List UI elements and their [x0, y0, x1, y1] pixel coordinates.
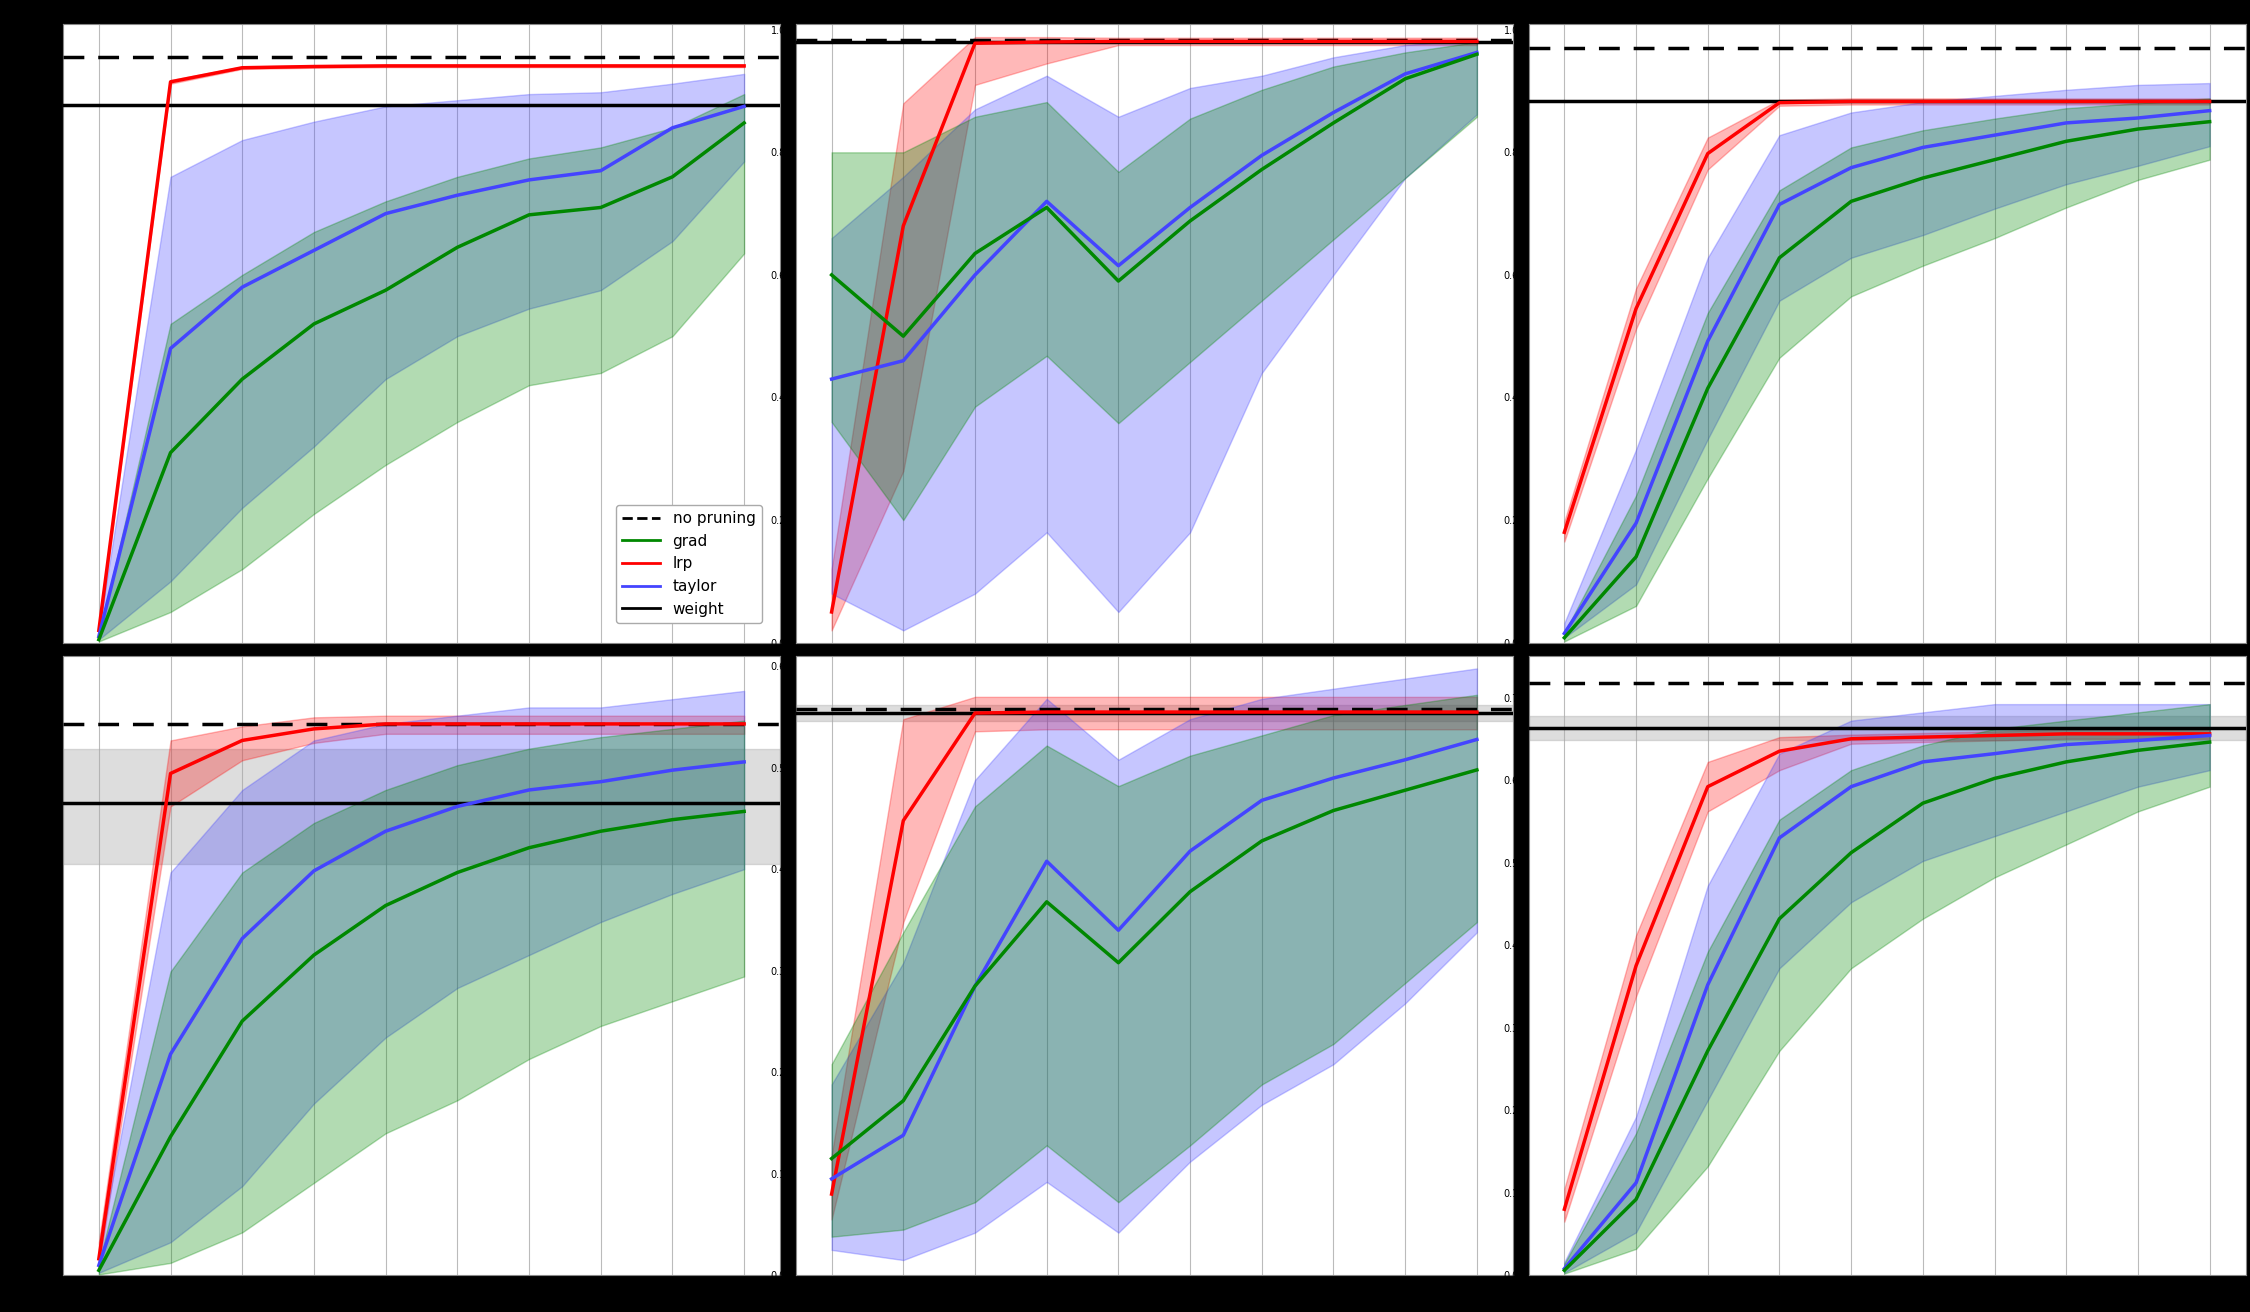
- Bar: [796, 705, 1512, 722]
- Bar: [63, 749, 781, 865]
- Legend: no pruning, grad, lrp, taylor, weight: no pruning, grad, lrp, taylor, weight: [616, 505, 760, 623]
- Bar: [1528, 715, 2246, 740]
